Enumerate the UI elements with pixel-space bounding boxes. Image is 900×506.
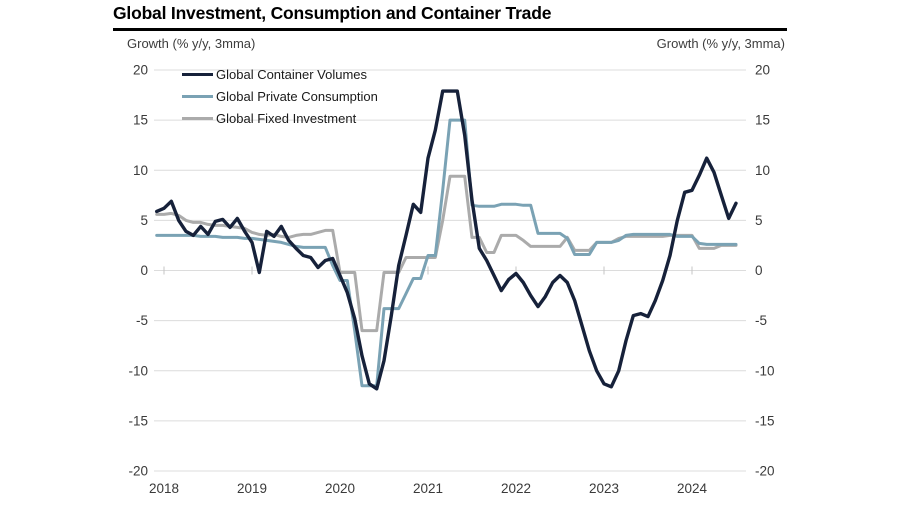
y-axis-label-left-5: 5 [140, 213, 148, 228]
y-axis-label-left-0: 0 [140, 263, 148, 278]
x-axis-label-2018: 2018 [149, 481, 179, 496]
y-axis-label-right-20: 20 [755, 63, 770, 78]
series-line-global-container-volumes [154, 89, 738, 391]
y-axis-label-right-10: 10 [755, 163, 770, 178]
title-rule [113, 28, 787, 31]
x-axis-label-2023: 2023 [589, 481, 619, 496]
y-axis-label-left--15: -15 [128, 413, 148, 428]
chart-title: Global Investment, Consumption and Conta… [113, 3, 552, 23]
x-axis-label-2022: 2022 [501, 481, 531, 496]
y-axis-label-right--20: -20 [755, 464, 775, 479]
series-line-global-fixed-investment [155, 174, 738, 333]
y-axis-label-left-20: 20 [133, 63, 148, 78]
x-axis-label-2020: 2020 [325, 481, 355, 496]
y-axis-label-right--5: -5 [755, 313, 767, 328]
legend: Global Container Volumes Global Private C… [182, 63, 378, 129]
y-axis-label-left--5: -5 [136, 313, 148, 328]
y-axis-label-left--10: -10 [128, 363, 148, 378]
y-axis-label-right--15: -15 [755, 413, 775, 428]
y-axis-label-right-5: 5 [755, 213, 763, 228]
y-axis-label-right-15: 15 [755, 113, 770, 128]
legend-swatch-global-container-volumes [182, 72, 213, 76]
legend-swatch-global-fixed-investment [182, 116, 213, 120]
y-axis-caption-right: Growth (% y/y, 3mma) [656, 36, 785, 51]
x-axis-label-2021: 2021 [413, 481, 443, 496]
legend-label-global-container-volumes: Global Container Volumes [216, 66, 368, 82]
y-axis-label-left--20: -20 [128, 464, 148, 479]
y-axis-label-left-10: 10 [133, 163, 148, 178]
x-axis-label-2019: 2019 [237, 481, 267, 496]
legend-label-global-fixed-investment: Global Fixed Investment [216, 110, 357, 126]
y-axis-label-right-0: 0 [755, 263, 763, 278]
legend-label-global-private-consumption: Global Private Consumption [216, 88, 378, 104]
legend-item-global-private-consumption: Global Private Consumption [182, 85, 378, 107]
legend-item-global-fixed-investment: Global Fixed Investment [182, 107, 378, 129]
series-line-global-private-consumption [155, 118, 738, 388]
legend-item-global-container-volumes: Global Container Volumes [182, 63, 378, 85]
y-axis-label-right--10: -10 [755, 363, 775, 378]
x-axis-label-2024: 2024 [677, 481, 708, 496]
y-axis-caption-left: Growth (% y/y, 3mma) [127, 36, 256, 51]
legend-swatch-global-private-consumption [182, 94, 213, 98]
y-axis-label-left-15: 15 [133, 113, 148, 128]
